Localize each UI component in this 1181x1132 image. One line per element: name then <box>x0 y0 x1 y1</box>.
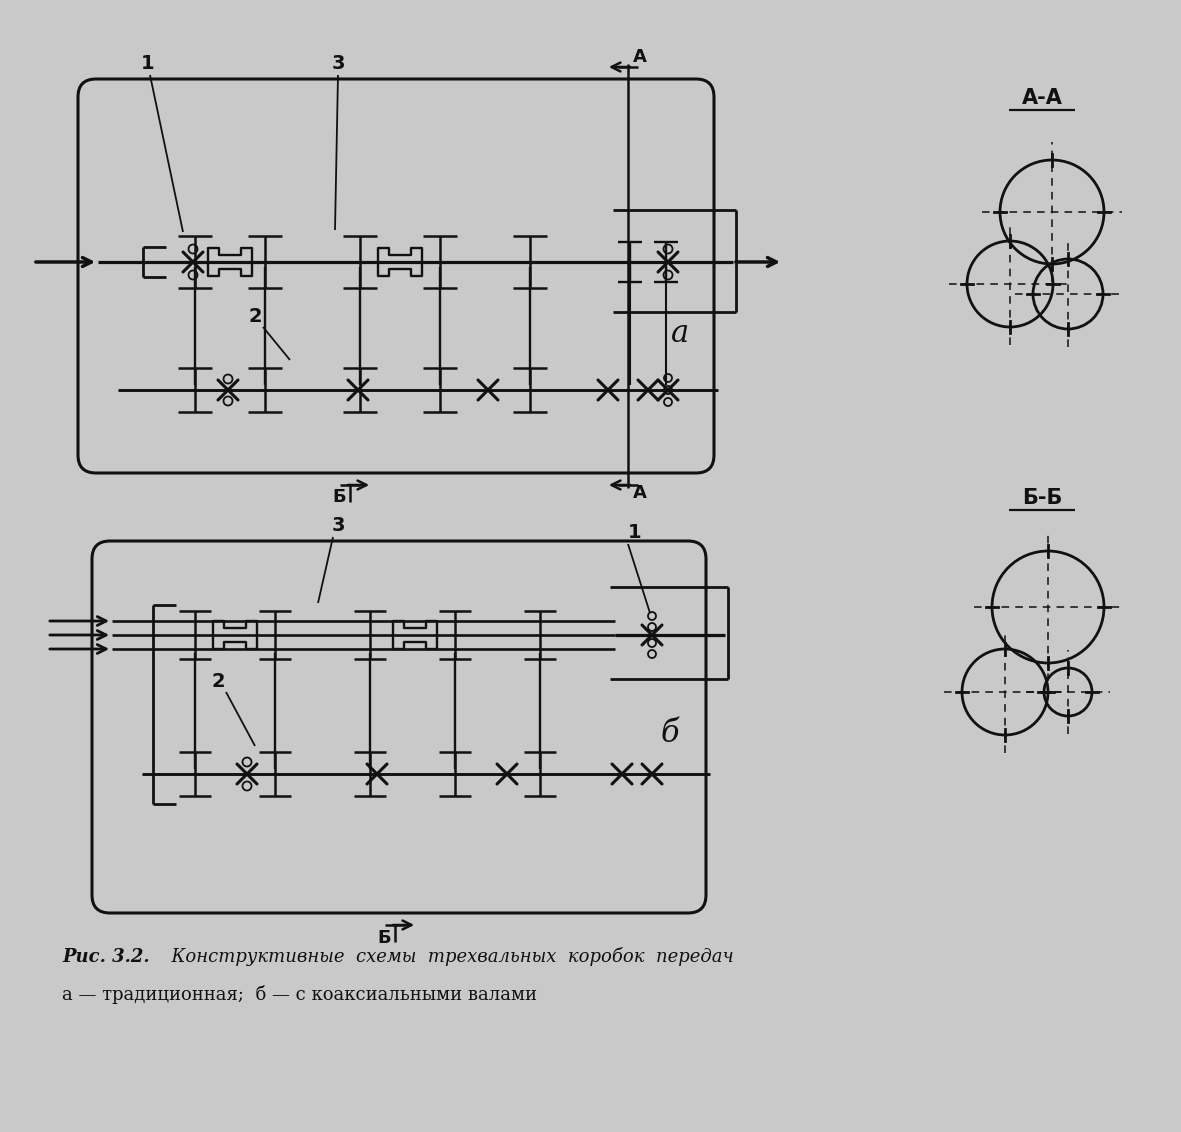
Text: А: А <box>633 48 647 66</box>
Text: 2: 2 <box>211 672 224 691</box>
Text: Рис. 3.2.: Рис. 3.2. <box>61 947 150 966</box>
Text: 3: 3 <box>331 516 345 535</box>
Text: б: б <box>660 718 679 749</box>
Text: 1: 1 <box>628 523 641 542</box>
Text: 1: 1 <box>142 54 155 72</box>
Text: А: А <box>633 484 647 501</box>
Text: 3: 3 <box>331 54 345 72</box>
Text: А-А: А-А <box>1022 88 1063 108</box>
Text: Б: Б <box>332 488 346 506</box>
Text: а: а <box>671 318 689 349</box>
Text: Конструктивные  схемы  трехвальных  коробок  передач: Конструктивные схемы трехвальных коробок… <box>159 947 733 966</box>
Text: а — традиционная;  б — с коаксиальными валами: а — традиционная; б — с коаксиальными ва… <box>61 985 537 1004</box>
Text: Б: Б <box>377 929 391 947</box>
Text: 2: 2 <box>248 307 262 326</box>
Text: Б-Б: Б-Б <box>1022 488 1062 508</box>
